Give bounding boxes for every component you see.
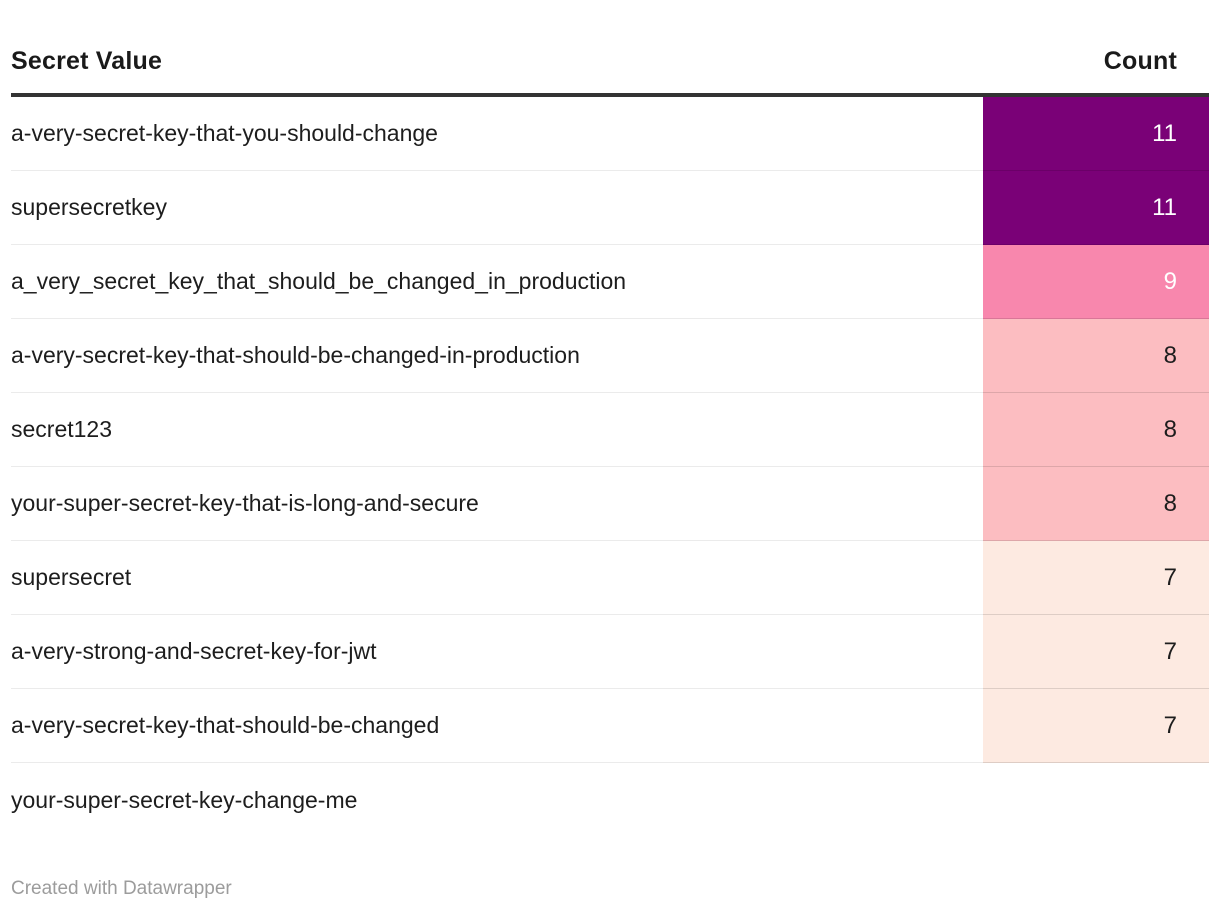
- count-cell: 8: [983, 319, 1209, 393]
- table-row: supersecret 7: [11, 541, 1209, 615]
- secret-value-cell: your-super-secret-key-that-is-long-and-s…: [11, 467, 983, 541]
- table-body: a-very-secret-key-that-you-should-change…: [11, 97, 1209, 837]
- count-cell: [983, 763, 1209, 837]
- column-header-secret-value: Secret Value: [11, 47, 163, 75]
- count-cell: 7: [983, 615, 1209, 689]
- secret-value-cell: a-very-secret-key-that-should-be-changed: [11, 689, 983, 763]
- secret-value-cell: a_very_secret_key_that_should_be_changed…: [11, 245, 983, 319]
- table-row: your-super-secret-key-change-me: [11, 763, 1209, 837]
- table-row: a-very-secret-key-that-should-be-changed…: [11, 689, 1209, 763]
- table-row: a-very-strong-and-secret-key-for-jwt 7: [11, 615, 1209, 689]
- table-row: your-super-secret-key-that-is-long-and-s…: [11, 467, 1209, 541]
- count-cell: 9: [983, 245, 1209, 319]
- count-cell: 7: [983, 541, 1209, 615]
- attribution: Created with Datawrapper: [11, 878, 1209, 900]
- secret-value-cell: secret123: [11, 393, 983, 467]
- table-row: secret123 8: [11, 393, 1209, 467]
- secret-value-cell: a-very-secret-key-that-you-should-change: [11, 97, 983, 171]
- secret-value-cell: your-super-secret-key-change-me: [11, 786, 358, 813]
- secret-value-cell: supersecret: [11, 541, 983, 615]
- datawrapper-credit-link[interactable]: Created with Datawrapper: [11, 878, 232, 899]
- table-header: Secret Value Count: [11, 0, 1209, 97]
- table-row: supersecretkey 11: [11, 171, 1209, 245]
- table-row: a-very-secret-key-that-should-be-changed…: [11, 319, 1209, 393]
- count-cell: 7: [983, 689, 1209, 763]
- table-row: a_very_secret_key_that_should_be_changed…: [11, 245, 1209, 319]
- secret-value-cell: a-very-secret-key-that-should-be-changed…: [11, 319, 983, 393]
- table-row: a-very-secret-key-that-you-should-change…: [11, 97, 1209, 171]
- secret-value-cell: supersecretkey: [11, 171, 983, 245]
- column-header-count: Count: [1103, 47, 1177, 75]
- secret-value-cell: a-very-strong-and-secret-key-for-jwt: [11, 615, 983, 689]
- count-cell: 11: [983, 171, 1209, 245]
- count-cell: 8: [983, 467, 1209, 541]
- count-cell: 8: [983, 393, 1209, 467]
- count-cell: 11: [983, 97, 1209, 171]
